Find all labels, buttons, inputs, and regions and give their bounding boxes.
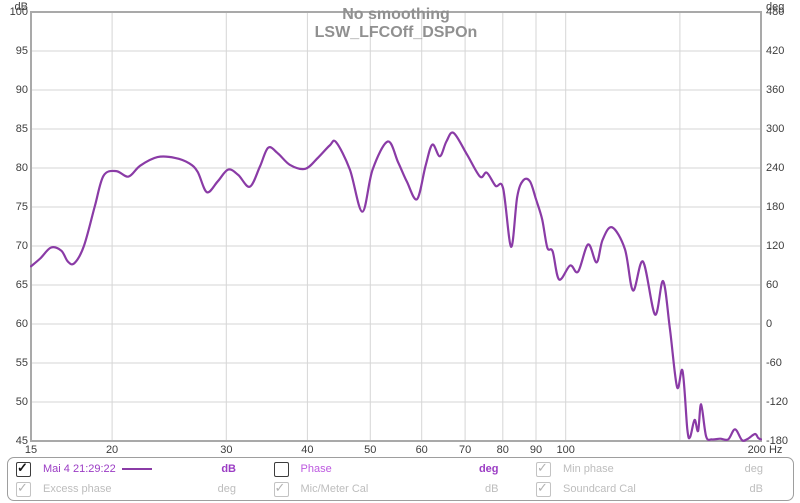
db-tick-45: 45 <box>15 435 28 447</box>
db-tick-100: 100 <box>9 6 28 18</box>
measurement-name: LSW_LFCOff_DSPOn <box>314 24 478 41</box>
deg-tick-360: 360 <box>766 84 785 96</box>
chart-title: No smoothing LSW_LFCOff_DSPOn <box>31 6 761 42</box>
db-tick-70: 70 <box>15 240 28 252</box>
check-icon: ✓ <box>17 479 28 495</box>
freq-tick-100: 100 <box>556 444 575 456</box>
legend-item-soundcard-cal: ✓ Soundcard Cal dB <box>536 479 763 497</box>
soundcard-cal-unit: dB <box>749 483 763 495</box>
freq-tick-30: 30 <box>220 444 233 456</box>
frequency-response-chart: dB deg No smoothing LSW_LFCOff_DSPOn 100… <box>9 1 789 456</box>
soundcard-cal-label: Soundcard Cal <box>563 483 636 495</box>
measurement-mai-4-unit: dB <box>221 463 236 475</box>
check-icon: ✓ <box>274 479 286 495</box>
legend-row-1: ✓ Mai 4 21:29:22 dB Phase deg ✓ Min phase deg <box>16 459 763 479</box>
legend-item-excess-phase: ✓ Excess phase deg <box>16 479 236 497</box>
mic-meter-cal-label: Mic/Meter Cal <box>300 483 369 495</box>
freq-tick-80: 80 <box>496 444 509 456</box>
check-icon: ✓ <box>17 459 28 475</box>
check-icon: ✓ <box>537 479 548 495</box>
measurement-mai-4-checkbox[interactable]: ✓ <box>16 459 31 477</box>
legend-item-min-phase: ✓ Min phase deg <box>536 459 763 477</box>
excess-phase-unit: deg <box>217 483 236 495</box>
db-tick-55: 55 <box>15 357 28 369</box>
legend-row-2: ✓ Excess phase deg ✓ Mic/Meter Cal dB ✓ Soundca… <box>16 479 763 499</box>
deg-tick-120: 120 <box>766 240 785 252</box>
deg-tick-240: 240 <box>766 162 785 174</box>
db-tick-90: 90 <box>15 84 28 96</box>
freq-tick-40: 40 <box>301 444 314 456</box>
deg-tick--120: -120 <box>766 396 789 408</box>
db-tick-60: 60 <box>15 318 28 330</box>
measurement-mai-4-label: Mai 4 21:29:22 <box>43 463 116 475</box>
deg-tick-420: 420 <box>766 45 785 57</box>
legend-item-phase: Phase deg <box>273 461 499 477</box>
freq-tick-70: 70 <box>459 444 472 456</box>
db-tick-65: 65 <box>15 279 28 291</box>
freq-tick-60: 60 <box>415 444 428 456</box>
db-tick-75: 75 <box>15 201 28 213</box>
deg-tick--180: -180 <box>766 435 789 447</box>
freq-tick-20: 20 <box>105 444 119 456</box>
phase-unit: deg <box>478 463 499 475</box>
trace-legend-bar: ✓ Mai 4 21:29:22 dB Phase deg ✓ Min phase deg ✓ E… <box>7 457 794 501</box>
min-phase-checkbox[interactable]: ✓ <box>536 459 551 477</box>
db-tick-50: 50 <box>15 396 28 408</box>
mic-meter-cal-unit: dB <box>485 483 499 495</box>
deg-tick-0: 0 <box>766 318 773 330</box>
legend-item-mic-meter-cal: ✓ Mic/Meter Cal dB <box>273 479 499 497</box>
db-tick-80: 80 <box>15 162 28 174</box>
deg-tick--60: -60 <box>766 357 782 369</box>
deg-tick-480: 480 <box>766 6 785 18</box>
spl-trace <box>30 131 762 442</box>
soundcard-cal-checkbox[interactable]: ✓ <box>536 479 551 497</box>
freq-tick-90: 90 <box>529 444 543 456</box>
db-tick-85: 85 <box>15 123 28 135</box>
trace-color-sample <box>121 468 152 470</box>
legend-item-measurement-mai-4: ✓ Mai 4 21:29:22 dB <box>16 459 236 477</box>
excess-phase-checkbox[interactable]: ✓ <box>16 479 31 497</box>
deg-tick-60: 60 <box>766 279 779 291</box>
freq-tick-15: 15 <box>24 444 38 456</box>
phase-label: Phase <box>300 463 332 475</box>
plot-area[interactable] <box>30 11 762 442</box>
deg-tick-300: 300 <box>766 123 785 135</box>
freq-tick-200: 200 Hz <box>747 444 783 456</box>
db-axis-unit-label: dB <box>14 1 28 13</box>
freq-tick-50: 50 <box>364 444 377 456</box>
min-phase-unit: deg <box>744 463 763 475</box>
excess-phase-label: Excess phase <box>43 483 112 495</box>
deg-axis-unit-label: deg <box>766 1 785 13</box>
phase-checkbox[interactable] <box>273 461 289 477</box>
deg-tick-180: 180 <box>766 201 785 213</box>
db-tick-95: 95 <box>15 45 28 57</box>
smoothing-status: No smoothing <box>342 6 450 23</box>
mic-meter-cal-checkbox[interactable]: ✓ <box>273 479 289 497</box>
check-icon: ✓ <box>537 459 548 475</box>
min-phase-label: Min phase <box>563 463 614 475</box>
